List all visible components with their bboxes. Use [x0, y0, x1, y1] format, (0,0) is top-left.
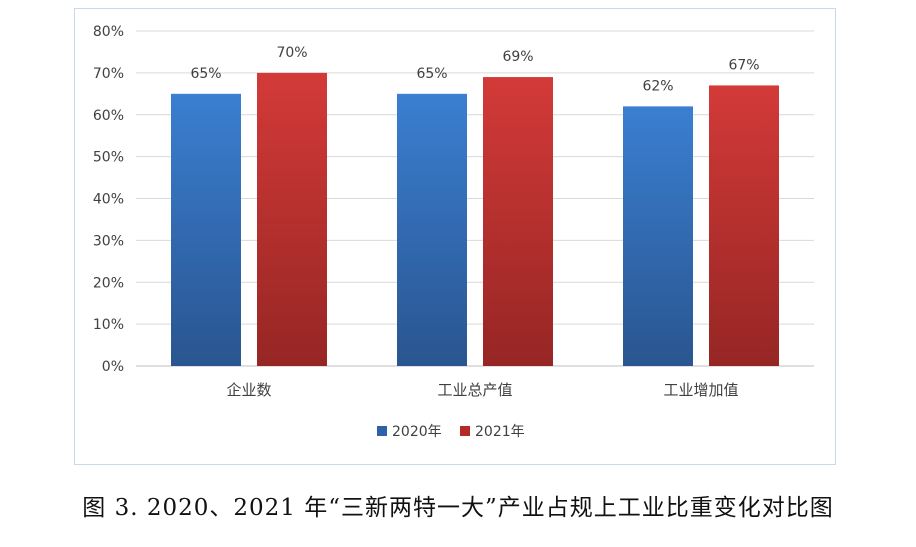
bars — [171, 72, 779, 366]
bar-series1 — [171, 93, 241, 366]
figure-caption: 图 3. 2020、2021 年“三新两特一大”产业占规上工业比重变化对比图 — [82, 495, 834, 521]
bar-series2 — [483, 77, 553, 366]
legend-label: 2021年 — [475, 424, 525, 440]
bar-series1 — [623, 106, 693, 366]
data-label: 65% — [190, 66, 221, 82]
y-tick-label: 60% — [93, 108, 124, 124]
x-category-label: 工业总产值 — [437, 381, 512, 399]
bar-series2 — [709, 85, 779, 366]
legend-label: 2020年 — [392, 424, 442, 440]
legend-swatch — [377, 426, 387, 436]
bar-chart: 0%10%20%30%40%50%60%70%80% 65%70%65%69%6… — [93, 24, 814, 440]
y-tick-label: 10% — [93, 317, 124, 333]
y-tick-label: 40% — [93, 192, 124, 208]
y-tick-label: 20% — [93, 275, 124, 291]
y-axis: 0% 10% 20% 30% 40% 50% 60% 70% 80% — [93, 24, 124, 375]
data-label: 65% — [416, 66, 447, 82]
y-tick-label: 30% — [93, 233, 124, 249]
x-axis: 企业数 工业总产值 工业增加值 — [226, 381, 738, 399]
x-category-label: 企业数 — [226, 381, 271, 399]
legend-swatch — [460, 426, 470, 436]
y-tick-label: 0% — [102, 359, 124, 375]
data-label: 67% — [728, 57, 759, 73]
data-label: 62% — [642, 78, 673, 94]
x-category-label: 工业增加值 — [663, 381, 738, 399]
y-tick-label: 70% — [93, 66, 124, 82]
legend: 2020年 2021年 — [377, 424, 525, 440]
data-labels: 65% 70% 65% 69% 62% 67% — [190, 45, 759, 95]
gridlines — [136, 30, 814, 367]
y-tick-label: 80% — [93, 24, 124, 40]
data-label: 69% — [502, 49, 533, 65]
bar-series2 — [257, 72, 327, 366]
y-tick-label: 50% — [93, 150, 124, 166]
bar-series1 — [397, 93, 467, 366]
data-label: 70% — [276, 45, 307, 61]
